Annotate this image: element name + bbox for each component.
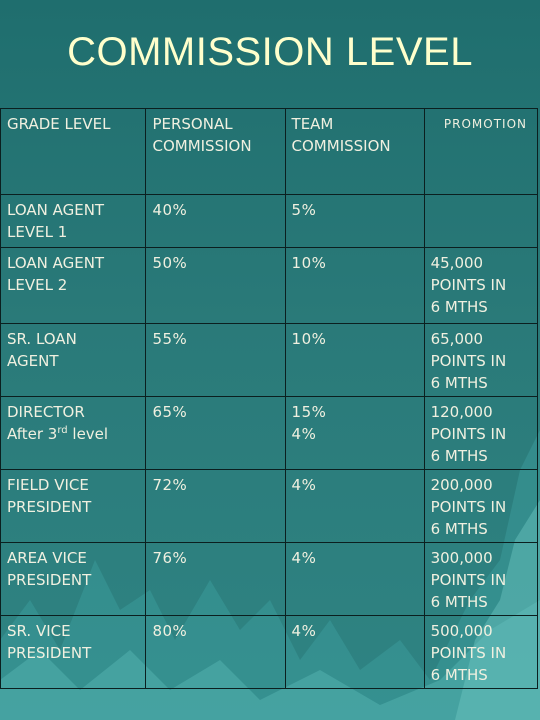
grade-cell: LOAN AGENT LEVEL 2 <box>0 247 147 324</box>
personal-cell: 80% <box>145 615 286 689</box>
team-cell: 10% <box>284 247 425 324</box>
commission-table: GRADE LEVEL PERSONAL COMMISSION TEAM COMMI… <box>0 108 539 689</box>
grade-cell: SR. LOAN AGENT <box>0 323 147 397</box>
grade-cell: AREA VICE PRESIDENT <box>0 542 147 616</box>
promotion-cell: 120,000 POINTS IN 6 MTHS <box>423 396 539 470</box>
table-row: AREA VICE PRESIDENT 76% 4% 300,000 POINTS … <box>0 542 539 616</box>
promotion-cell: 45,000 POINTS IN 6 MTHS <box>423 247 539 324</box>
team-cell: 4% <box>284 542 425 616</box>
promotion-cell: 200,000 POINTS IN 6 MTHS <box>423 469 539 543</box>
table-header-row: GRADE LEVEL PERSONAL COMMISSION TEAM COMMI… <box>0 108 539 195</box>
grade-cell: SR. VICE PRESIDENT <box>0 615 147 689</box>
team-cell: 10% <box>284 323 425 397</box>
promotion-cell: 500,000 POINTS IN 6 MTHS <box>423 615 539 689</box>
header-grade-level: GRADE LEVEL <box>0 108 147 195</box>
team-cell: 5% <box>284 194 425 248</box>
table-row: DIRECTOR After 3rd level 65% 15% 4% 120,00… <box>0 396 539 470</box>
grade-cell: FIELD VICE PRESIDENT <box>0 469 147 543</box>
promotion-cell: 300,000 POINTS IN 6 MTHS <box>423 542 539 616</box>
team-cell: 4% <box>284 469 425 543</box>
table-row: LOAN AGENT LEVEL 1 40% 5% <box>0 194 539 248</box>
table-row: SR. VICE PRESIDENT 80% 4% 500,000 POINTS I… <box>0 615 539 689</box>
personal-cell: 65% <box>145 396 286 470</box>
table-row: FIELD VICE PRESIDENT 72% 4% 200,000 POINTS… <box>0 469 539 543</box>
header-personal-commission: PERSONAL COMMISSION <box>145 108 286 195</box>
table-row: SR. LOAN AGENT 55% 10% 65,000 POINTS IN 6 M… <box>0 323 539 397</box>
personal-cell: 76% <box>145 542 286 616</box>
table-row: LOAN AGENT LEVEL 2 50% 10% 45,000 POINTS I… <box>0 247 539 324</box>
personal-cell: 72% <box>145 469 286 543</box>
personal-cell: 40% <box>145 194 286 248</box>
personal-cell: 55% <box>145 323 286 397</box>
promotion-cell: 65,000 POINTS IN 6 MTHS <box>423 323 539 397</box>
page-title: COMMISSION LEVEL <box>67 30 473 74</box>
team-cell: 15% 4% <box>284 396 425 470</box>
grade-cell: DIRECTOR After 3rd level <box>0 396 147 470</box>
promotion-cell <box>423 194 539 248</box>
team-cell: 4% <box>284 615 425 689</box>
header-team-commission: TEAM COMMISSION <box>284 108 425 195</box>
grade-cell: LOAN AGENT LEVEL 1 <box>0 194 147 248</box>
header-promotion: PROMOTION <box>423 108 539 195</box>
personal-cell: 50% <box>145 247 286 324</box>
